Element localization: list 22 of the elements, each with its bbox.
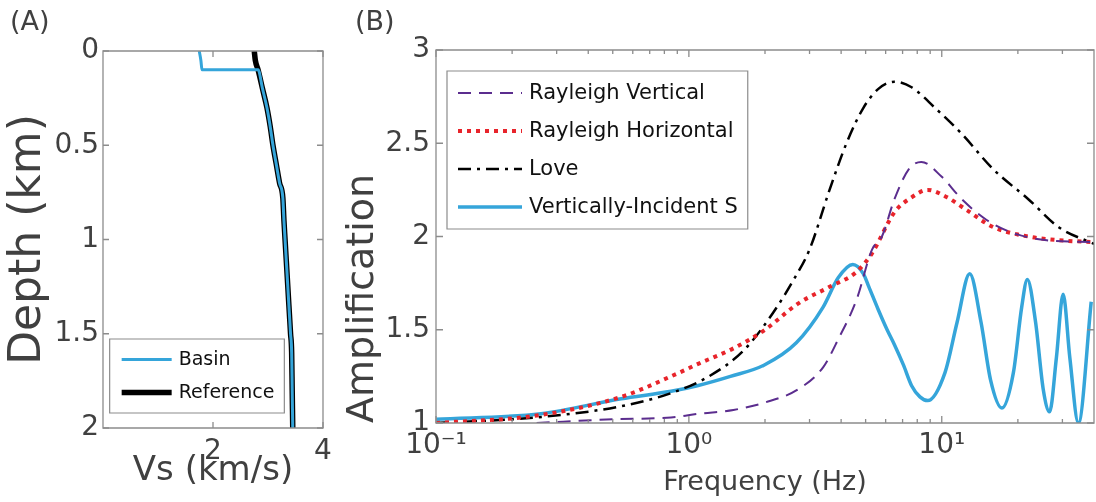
legend-label: Rayleigh Horizontal [529,118,734,143]
x-tick-label: 10⁰ [665,427,713,461]
chart-title: (A) [10,5,50,37]
y-axis-title: Depth (km) [0,114,50,365]
legend-label: Reference [178,380,275,403]
x-tick-label: 4 [314,433,332,467]
legend-label: Rayleigh Vertical [529,80,705,105]
y-tick-label: 1 [81,220,99,254]
x-tick-label: 10¹ [918,427,966,461]
y-tick-label: 0 [81,32,99,66]
y-axis-title: Amplification [337,173,382,423]
y-tick-label: 2.5 [385,124,430,158]
y-tick-label: 1.5 [385,311,430,345]
x-axis-title: Frequency (Hz) [663,464,867,496]
legend-label: Vertically-Incident S [529,194,738,219]
chart-title: (B) [355,5,395,37]
y-tick-label: 1.5 [54,315,99,349]
y-tick-label: 2 [412,217,430,251]
y-tick-label: 0.5 [54,126,99,160]
legend-label: Basin [178,347,231,370]
y-tick-label: 3 [412,31,430,65]
legend-label: Love [529,156,579,181]
